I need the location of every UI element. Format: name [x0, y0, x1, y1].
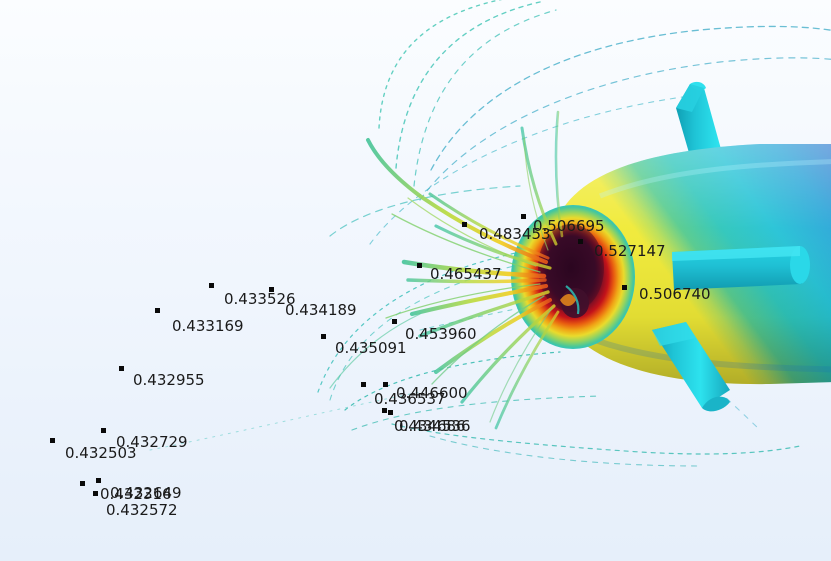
probe-marker[interactable]: [119, 366, 124, 371]
probe-value-label: 0.433169: [172, 317, 244, 335]
probe-value-label: 0.435091: [335, 339, 407, 357]
probe-value-label: 0.506740: [639, 285, 711, 303]
probe-value-label: 0.434189: [285, 301, 357, 319]
probe-marker[interactable]: [578, 239, 583, 244]
probe-marker[interactable]: [462, 222, 467, 227]
probe-value-label: 0.434686: [394, 417, 466, 435]
probe-value-label: 0.432316: [100, 485, 172, 503]
probe-marker[interactable]: [93, 491, 98, 496]
probe-marker[interactable]: [96, 478, 101, 483]
probe-value-label: 0.506695: [533, 217, 605, 235]
probe-marker[interactable]: [321, 334, 326, 339]
probe-value-label: 0.432955: [133, 371, 205, 389]
fin-side: [672, 246, 810, 290]
probe-value-label: 0.436537: [374, 390, 446, 408]
probe-marker[interactable]: [269, 287, 274, 292]
probe-marker[interactable]: [392, 319, 397, 324]
probe-marker[interactable]: [383, 382, 388, 387]
probe-marker[interactable]: [382, 408, 387, 413]
probe-marker[interactable]: [521, 214, 526, 219]
probe-value-label: 0.483453: [479, 225, 551, 243]
probe-value-label: 0.432649: [110, 484, 182, 502]
probe-marker[interactable]: [101, 428, 106, 433]
probe-value-label: 0.434536: [399, 417, 471, 435]
probe-marker[interactable]: [361, 382, 366, 387]
vehicle-body: [511, 81, 831, 412]
probe-marker[interactable]: [155, 308, 160, 313]
probe-value-label: 0.432503: [65, 444, 137, 462]
probe-value-label: 0.527147: [594, 242, 666, 260]
probe-value-label: 0.432572: [106, 501, 178, 519]
probe-marker[interactable]: [50, 438, 55, 443]
probe-value-label: 0.446600: [396, 384, 468, 402]
probe-value-label: 0.432729: [116, 433, 188, 451]
flow-streamers: [329, 110, 564, 430]
probe-marker[interactable]: [388, 410, 393, 415]
probe-marker[interactable]: [80, 481, 85, 486]
probe-value-label: 0.453960: [405, 325, 477, 343]
probe-marker[interactable]: [622, 285, 627, 290]
probe-marker[interactable]: [417, 263, 422, 268]
fin-lower: [652, 322, 730, 412]
probe-marker[interactable]: [209, 283, 214, 288]
probe-value-label: 0.433526: [224, 290, 296, 308]
probe-value-label: 0.465437: [430, 265, 502, 283]
